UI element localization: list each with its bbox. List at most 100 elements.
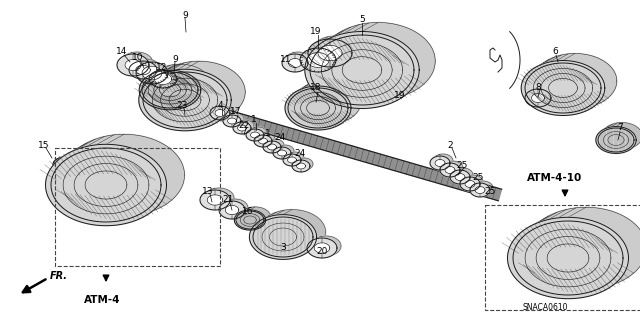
Polygon shape — [286, 152, 304, 164]
Polygon shape — [292, 160, 310, 172]
Polygon shape — [263, 141, 281, 153]
Polygon shape — [259, 210, 326, 254]
Polygon shape — [285, 52, 311, 70]
Polygon shape — [475, 187, 485, 194]
Text: 1: 1 — [251, 115, 257, 124]
Polygon shape — [435, 160, 445, 167]
Polygon shape — [154, 89, 502, 201]
Text: 11: 11 — [280, 56, 292, 64]
Polygon shape — [136, 65, 150, 75]
Polygon shape — [308, 39, 352, 67]
Polygon shape — [525, 207, 640, 289]
Polygon shape — [314, 243, 330, 253]
Polygon shape — [278, 150, 287, 156]
Polygon shape — [307, 53, 329, 67]
Polygon shape — [528, 87, 554, 105]
Polygon shape — [433, 154, 453, 168]
Polygon shape — [296, 163, 305, 169]
Polygon shape — [223, 115, 241, 127]
Polygon shape — [259, 138, 268, 144]
Text: 18: 18 — [310, 84, 322, 93]
Polygon shape — [602, 122, 640, 149]
Polygon shape — [443, 161, 463, 175]
Bar — [55, 148, 220, 266]
Polygon shape — [453, 168, 473, 182]
Polygon shape — [445, 167, 455, 174]
Text: 25: 25 — [472, 174, 484, 182]
Polygon shape — [473, 181, 493, 195]
Text: 17: 17 — [230, 108, 242, 116]
Polygon shape — [225, 205, 239, 215]
Polygon shape — [149, 70, 177, 88]
Polygon shape — [430, 156, 450, 170]
Text: 9: 9 — [172, 56, 178, 64]
Polygon shape — [215, 109, 225, 116]
Text: 1: 1 — [265, 129, 271, 137]
Text: 7: 7 — [617, 123, 623, 132]
Polygon shape — [521, 61, 605, 115]
Polygon shape — [246, 129, 264, 141]
Polygon shape — [455, 174, 465, 181]
Polygon shape — [117, 54, 149, 76]
Polygon shape — [460, 177, 480, 191]
Polygon shape — [136, 62, 168, 84]
Polygon shape — [440, 163, 460, 177]
Polygon shape — [233, 122, 251, 134]
Polygon shape — [219, 201, 245, 219]
Text: 23: 23 — [176, 101, 188, 110]
Polygon shape — [533, 54, 617, 108]
Polygon shape — [140, 70, 201, 110]
Polygon shape — [321, 23, 435, 100]
Polygon shape — [132, 59, 160, 77]
Polygon shape — [289, 58, 301, 68]
Polygon shape — [311, 236, 341, 256]
Polygon shape — [154, 73, 172, 85]
Text: ATM-4-10: ATM-4-10 — [527, 173, 582, 183]
Polygon shape — [249, 127, 267, 139]
Polygon shape — [45, 144, 166, 226]
Text: 22: 22 — [238, 121, 250, 130]
Polygon shape — [450, 170, 470, 184]
Polygon shape — [139, 69, 231, 131]
Text: 20: 20 — [316, 248, 328, 256]
Text: 3: 3 — [280, 243, 286, 253]
Polygon shape — [142, 66, 162, 80]
Polygon shape — [129, 61, 157, 79]
Text: 16: 16 — [243, 207, 253, 217]
Polygon shape — [463, 175, 483, 189]
Polygon shape — [237, 125, 246, 131]
Text: 6: 6 — [552, 48, 558, 56]
Text: 8: 8 — [535, 83, 541, 92]
Polygon shape — [149, 64, 211, 104]
Text: 9: 9 — [182, 11, 188, 19]
Text: 24: 24 — [294, 149, 306, 158]
Polygon shape — [300, 48, 336, 72]
Polygon shape — [207, 195, 223, 205]
Polygon shape — [153, 61, 245, 123]
Polygon shape — [121, 52, 153, 74]
Polygon shape — [125, 60, 141, 70]
Text: 19: 19 — [310, 27, 322, 36]
Polygon shape — [204, 188, 234, 208]
Polygon shape — [213, 104, 233, 118]
Text: 25: 25 — [456, 160, 468, 169]
Polygon shape — [307, 238, 337, 258]
Polygon shape — [276, 145, 294, 157]
Text: 5: 5 — [359, 16, 365, 25]
Text: 10: 10 — [132, 53, 144, 62]
Polygon shape — [273, 147, 291, 159]
Polygon shape — [227, 118, 237, 124]
Polygon shape — [257, 133, 275, 145]
Text: 13: 13 — [202, 187, 214, 196]
Polygon shape — [295, 80, 361, 124]
Text: 15: 15 — [38, 140, 50, 150]
Polygon shape — [222, 199, 248, 217]
Polygon shape — [283, 154, 301, 166]
Polygon shape — [305, 32, 419, 108]
Text: 19: 19 — [394, 91, 406, 100]
Polygon shape — [508, 217, 628, 299]
Polygon shape — [313, 36, 357, 64]
Polygon shape — [318, 45, 342, 61]
Polygon shape — [239, 207, 271, 227]
Polygon shape — [465, 181, 475, 188]
